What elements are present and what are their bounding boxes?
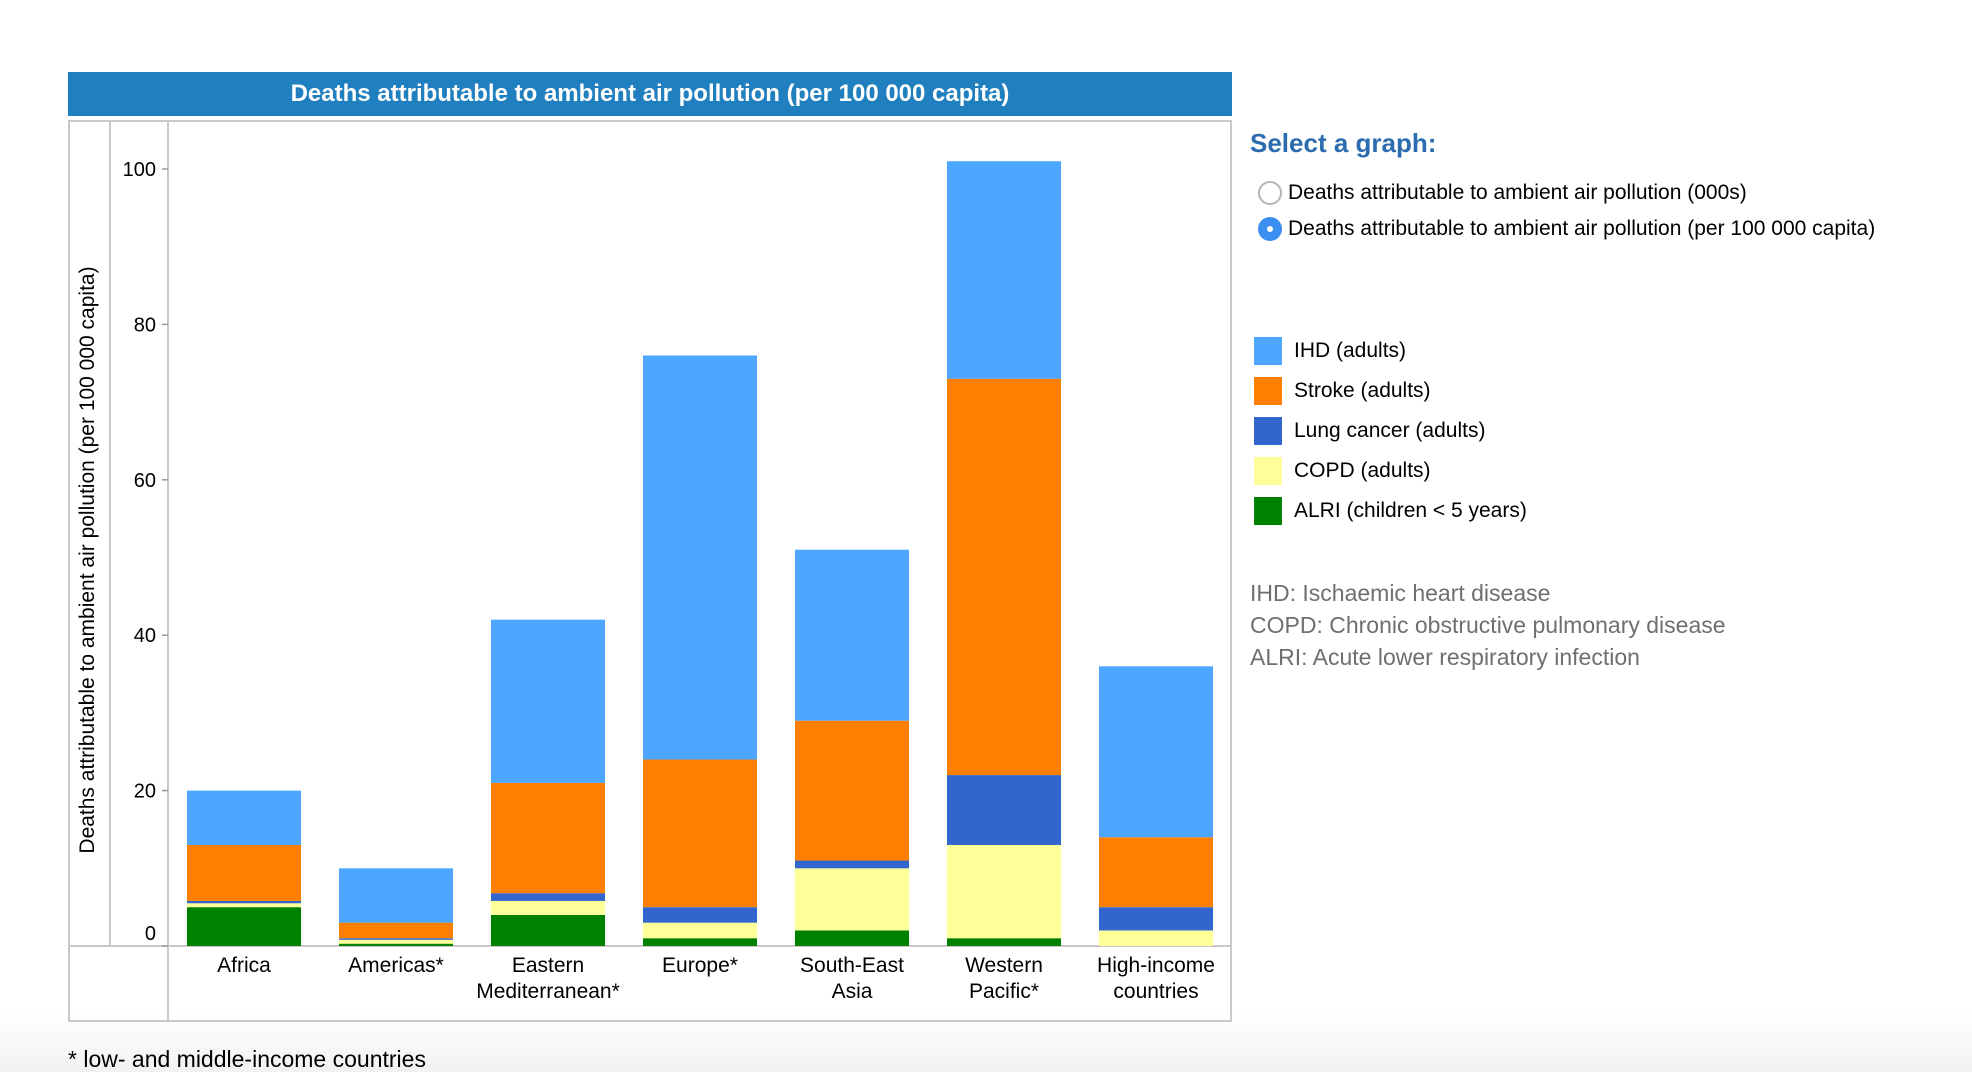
y-axis-title: Deaths attributable to ambient air pollu… [76,266,99,854]
x-category-label: Mediterranean* [476,980,620,1003]
bar-segment [491,893,605,901]
radio-label[interactable]: Deaths attributable to ambient air pollu… [1288,217,1876,240]
y-tick-label: 0 [145,923,156,945]
bar-segment [339,938,453,940]
select-graph-title: Select a graph: [1250,128,1437,158]
legend-item: COPD (adults) [1250,451,1875,491]
x-category-label: Americas* [348,954,444,977]
bar-segment [795,549,909,721]
legend-swatch [1254,337,1282,365]
bar-segment [643,938,757,946]
legend-item: ALRI (children < 5 years) [1250,491,1875,531]
abbrev-alri: ALRI: Acute lower respiratory infection [1250,644,1640,670]
abbrev-copd: COPD: Chronic obstructive pulmonary dise… [1250,612,1726,638]
abbreviation-notes: IHD: Ischaemic heart disease COPD: Chron… [1250,577,1875,673]
radio-label[interactable]: Deaths attributable to ambient air pollu… [1288,181,1747,204]
x-category-label: countries [1113,980,1198,1003]
bar-segment [339,939,453,944]
bar-segment [491,782,605,894]
legend-swatch [1254,417,1282,445]
legend-swatch [1254,497,1282,525]
y-tick-label: 80 [134,314,156,336]
legend-swatch [1254,457,1282,485]
y-tick-label: 20 [134,781,156,803]
legend-item: Lung cancer (adults) [1250,411,1875,451]
radio-option-000s[interactable]: Deaths attributable to ambient air pollu… [1250,175,1875,211]
chart-frame [68,120,1232,1022]
y-tick-label: 40 [134,625,156,647]
bar-segment [339,868,453,923]
x-category-label: Eastern [512,954,584,977]
page-bottom-gradient [0,1012,1972,1072]
bar-segment [187,790,301,845]
chart-title: Deaths attributable to ambient air pollu… [290,80,1010,107]
bar-segment [339,922,453,939]
legend-label: COPD (adults) [1294,459,1431,482]
bar-segment [491,900,605,915]
bar-segment [795,860,909,869]
chart-title-bar: Deaths attributable to ambient air pollu… [68,72,1232,116]
bar-segment [187,907,301,946]
bar-segment [187,903,301,908]
x-category-label: Pacific* [969,980,1039,1003]
abbrev-ihd: IHD: Ischaemic heart disease [1250,580,1551,606]
legend-label: ALRI (children < 5 years) [1294,499,1527,522]
legend-item: Stroke (adults) [1250,371,1875,411]
bar-segment [795,720,909,861]
bar-segment [795,930,909,946]
legend-item: IHD (adults) [1250,331,1875,371]
chart-legend: IHD (adults) Stroke (adults) Lung cancer (… [1250,331,1875,531]
x-category-label: Western [965,954,1043,977]
y-tick-label: 100 [123,159,156,181]
legend-label: IHD (adults) [1294,339,1407,362]
x-category-label: Europe* [662,954,738,977]
x-category-label: Asia [832,980,873,1003]
bar-segment [1099,666,1213,838]
bar-segment [1099,930,1213,946]
bar-segment [491,914,605,946]
bar-segment [947,938,1061,946]
bar-segment [947,161,1061,379]
legend-label: Lung cancer (adults) [1294,419,1486,442]
radio-button[interactable] [1258,217,1282,241]
bar-segment [1099,837,1213,908]
radio-button[interactable] [1258,181,1282,205]
x-category-label: High-income [1097,954,1215,977]
legend-swatch [1254,377,1282,405]
bar-segment [1099,907,1213,931]
legend-label: Stroke (adults) [1294,379,1431,402]
footnote: * low- and middle-income countries [68,1046,426,1072]
x-category-label: South-East [800,954,904,977]
bar-segment [947,378,1061,776]
bar-segment [491,619,605,783]
bar-segment [947,775,1061,845]
bar-segment [643,907,757,923]
bar-segment [947,844,1061,939]
bar-segment [643,355,757,760]
y-tick-label: 60 [134,470,156,492]
bar-segment [187,900,301,904]
x-category-label: Africa [217,954,271,977]
bar-segment [795,868,909,931]
bar-segment [187,844,301,901]
bar-segment [339,943,453,946]
bar-segment [643,922,757,939]
radio-option-per-capita[interactable]: Deaths attributable to ambient air pollu… [1250,211,1875,247]
side-panel: Select a graph: Deaths attributable to a… [1250,128,1875,673]
bar-segment [643,759,757,908]
